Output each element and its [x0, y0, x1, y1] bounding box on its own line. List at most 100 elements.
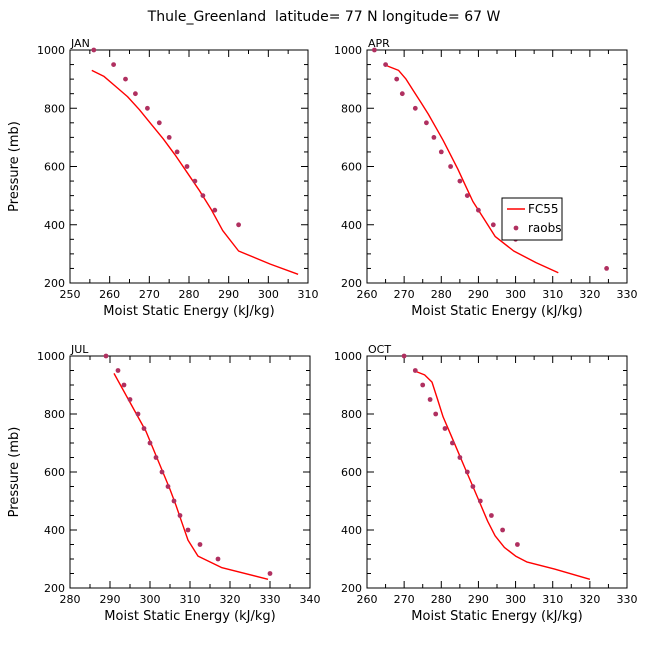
panel-label-jan: JAN: [70, 37, 90, 50]
raobs-point-jan: [166, 135, 172, 140]
raobs-point-oct: [500, 527, 505, 533]
raobs-point-jan: [192, 178, 198, 184]
plot-frame-oct: [366, 355, 628, 589]
raobs-point-apr: [399, 91, 405, 97]
chart-panel-jul: 280 290 300 310 320 330 340 200 400 600 800 1000 JUL…: [7, 343, 321, 624]
raobs-point-oct: [427, 397, 433, 402]
raobs-point-oct: [450, 440, 455, 446]
y-tick-label: 800: [44, 408, 65, 421]
x-tick-label: 260: [99, 288, 120, 301]
panels: 250 260 270 280 290 300 310 200 400 600 800 1000 JAN…: [7, 37, 638, 624]
x-tick-label: 290: [468, 593, 489, 606]
panel-label-apr: APR: [368, 37, 390, 50]
y-tick-label: 1000: [37, 44, 65, 57]
y-tick-label: 800: [341, 408, 362, 421]
raobs-point-jan: [123, 76, 128, 82]
y-tick-label: 800: [44, 102, 65, 115]
raobs-point-oct: [457, 455, 463, 460]
y-tick-label: 200: [341, 277, 362, 290]
y-axis-label-jul: Pressure (mb): [7, 427, 22, 518]
raobs-point-jul: [153, 455, 159, 460]
raobs-point-apr: [457, 178, 463, 184]
raobs-point-jan: [200, 193, 206, 199]
x-tick-label: 300: [140, 593, 161, 606]
fc55-line-apr: [387, 65, 559, 274]
x-tick-label: 300: [505, 288, 526, 301]
fc55-line-oct: [413, 369, 591, 580]
x-tick-label: 310: [298, 288, 319, 301]
raobs-point-jul: [121, 382, 127, 388]
x-axis-label-jul: Moist Static Energy (kJ/kg): [104, 609, 275, 624]
x-tick-label: 320: [220, 593, 241, 606]
x-axis-label-apr: Moist Static Energy (kJ/kg): [411, 304, 582, 319]
raobs-point-jul: [267, 571, 273, 576]
raobs-point-jan: [111, 62, 116, 67]
raobs-point-oct: [401, 353, 407, 359]
x-tick-label: 300: [258, 288, 279, 301]
raobs-point-apr: [438, 149, 444, 155]
raobs-point-oct: [489, 513, 494, 518]
raobs-point-apr: [412, 105, 418, 111]
legend-box: [501, 197, 563, 241]
raobs-point-jul: [177, 513, 183, 518]
raobs-point-oct: [442, 426, 448, 431]
raobs-point-jan: [91, 47, 97, 53]
raobs-point-jul: [127, 397, 133, 402]
x-axis-label-oct: Moist Static Energy (kJ/kg): [411, 609, 582, 624]
raobs-point-apr: [604, 266, 609, 271]
raobs-point-oct: [433, 411, 439, 417]
raobs-point-oct: [412, 368, 418, 373]
raobs-point-jul: [165, 484, 171, 489]
raobs-point-jan: [212, 207, 218, 213]
y-tick-label: 400: [341, 219, 362, 232]
y-tick-label: 400: [44, 524, 65, 537]
panel-label-jul: JUL: [70, 343, 89, 356]
raobs-point-jul: [147, 440, 153, 446]
y-tick-label: 400: [44, 219, 65, 232]
legend-raobs-label: raobs: [528, 221, 562, 235]
raobs-point-apr: [372, 47, 377, 53]
raobs-point-jul: [185, 527, 191, 533]
y-tick-label: 1000: [334, 350, 362, 363]
raobs-point-jul: [141, 426, 147, 431]
x-tick-label: 280: [431, 288, 452, 301]
x-tick-label: 270: [394, 288, 415, 301]
y-tick-label: 200: [341, 582, 362, 595]
y-tick-label: 600: [341, 466, 362, 479]
raobs-point-apr: [431, 135, 437, 140]
raobs-point-oct: [470, 484, 476, 489]
x-tick-label: 300: [505, 593, 526, 606]
raobs-point-apr: [464, 193, 470, 199]
x-tick-label: 310: [542, 288, 563, 301]
legend: FC55 raobs: [501, 197, 563, 241]
y-tick-label: 600: [44, 466, 65, 479]
x-tick-label: 310: [542, 593, 563, 606]
x-tick-label: 290: [218, 288, 239, 301]
x-tick-label: 330: [617, 288, 638, 301]
raobs-point-apr: [394, 76, 400, 82]
x-tick-label: 330: [617, 593, 638, 606]
chart-panel-oct: 260 270 280 290 300 310 320 330 200 400 600 800 1000…: [334, 343, 638, 624]
raobs-point-jan: [156, 120, 162, 126]
x-tick-label: 290: [100, 593, 121, 606]
panel-label-oct: OCT: [368, 343, 391, 356]
x-tick-label: 290: [468, 288, 489, 301]
x-tick-label: 280: [179, 288, 200, 301]
raobs-point-jan: [174, 149, 180, 155]
raobs-point-jul: [197, 542, 203, 547]
x-tick-label: 270: [394, 593, 415, 606]
raobs-point-oct: [420, 382, 426, 388]
chart-panel-apr: 260 270 280 290 300 310 320 330 200 400 600 800 1000…: [334, 37, 638, 319]
y-tick-label: 200: [44, 277, 65, 290]
y-tick-label: 800: [341, 102, 362, 115]
raobs-point-jul: [103, 353, 109, 359]
raobs-point-jul: [135, 411, 141, 417]
x-tick-label: 260: [357, 288, 378, 301]
y-tick-label: 1000: [37, 350, 65, 363]
raobs-point-jul: [159, 469, 165, 475]
raobs-point-apr: [383, 62, 388, 67]
raobs-point-oct: [515, 542, 520, 547]
raobs-point-jan: [133, 91, 138, 97]
legend-fc55-label: FC55: [528, 202, 559, 216]
